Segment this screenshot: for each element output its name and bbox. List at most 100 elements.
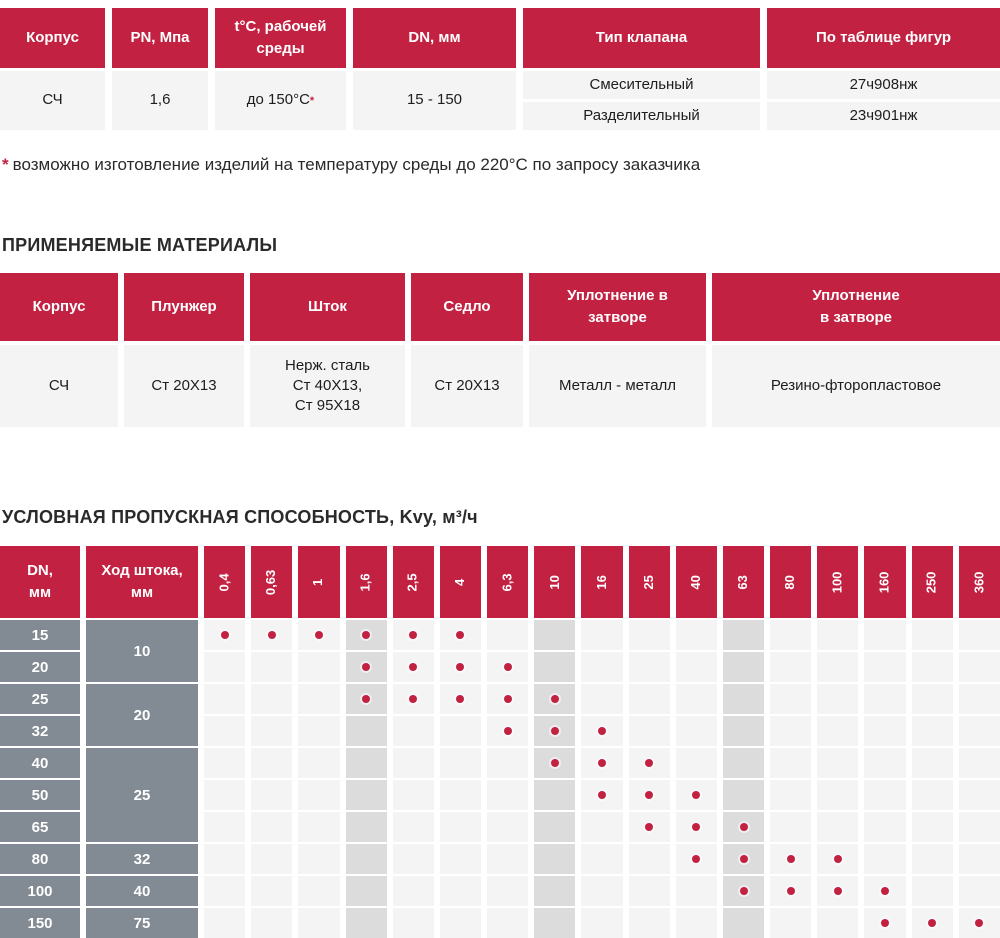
kv-cell — [204, 620, 246, 650]
kv-column-header: 25 — [628, 546, 670, 618]
kv-column-header: 1 — [298, 546, 340, 618]
kv-stroke-cell: 75 — [86, 908, 198, 938]
figure-number-diverting: 23ч901нж — [767, 102, 1000, 130]
kv-header-dn: DN, мм — [0, 546, 80, 618]
kv-cell — [911, 684, 953, 714]
kv-cell — [675, 652, 717, 682]
kv-available-dot — [833, 887, 842, 895]
kv-cell — [487, 780, 529, 810]
kv-cell — [439, 844, 482, 874]
kv-stroke-cell: 20 — [86, 684, 198, 746]
kv-cell — [534, 876, 576, 906]
kv-cell — [439, 812, 482, 842]
kv-cell — [722, 876, 765, 906]
kv-cell — [534, 716, 576, 746]
kv-cell — [817, 844, 859, 874]
kv-cell — [864, 652, 906, 682]
spec-header-dn: DN, мм — [353, 8, 516, 68]
kv-cell — [345, 844, 387, 874]
kv-cell — [770, 876, 812, 906]
kv-cell — [958, 652, 1000, 682]
kv-dn-cell: 50 — [0, 780, 80, 810]
kv-available-dot — [409, 695, 418, 703]
kv-cell — [911, 876, 953, 906]
kv-cell — [534, 844, 576, 874]
kv-cell — [204, 812, 246, 842]
kv-cell — [345, 748, 387, 778]
valve-type-mixing: Смесительный — [523, 71, 760, 99]
kv-available-dot — [597, 727, 606, 735]
kv-cell — [345, 684, 387, 714]
kv-available-dot — [503, 727, 512, 735]
kv-cell — [722, 844, 765, 874]
kv-header-stroke: Ход штока, мм — [86, 546, 198, 618]
kv-column-label: 100 — [829, 571, 845, 593]
kv-cell — [251, 908, 293, 938]
kv-available-dot — [409, 631, 418, 639]
kv-cell — [722, 716, 765, 746]
kv-cell — [534, 908, 576, 938]
kv-cell — [675, 812, 717, 842]
spec-temp-value: до 150°С * — [215, 71, 346, 130]
kv-cell — [204, 652, 246, 682]
kv-cell — [251, 652, 293, 682]
kv-cell — [439, 780, 482, 810]
kv-column-label: 6,3 — [499, 572, 515, 592]
spec-dn-value: 15 - 150 — [353, 71, 516, 130]
kv-cell — [817, 876, 859, 906]
kv-available-dot — [739, 887, 748, 895]
kv-cell — [298, 908, 340, 938]
kv-cell — [817, 748, 859, 778]
kv-cell — [204, 844, 246, 874]
kv-available-dot — [597, 759, 606, 767]
kv-cell — [581, 716, 623, 746]
kv-cell — [392, 844, 434, 874]
kv-cell — [911, 812, 953, 842]
kv-available-dot — [833, 855, 842, 863]
kv-cell — [817, 684, 859, 714]
kv-available-dot — [597, 791, 606, 799]
materials-table: Корпус Плунжер Шток Седло Уплотнение в з… — [0, 273, 1000, 427]
kv-cell — [487, 876, 529, 906]
spec-header-pn: PN, Мпа — [112, 8, 208, 68]
kv-cell — [722, 652, 765, 682]
materials-seal-1-value: Металл - металл — [529, 345, 706, 427]
kv-cell — [675, 876, 717, 906]
kv-cell — [298, 844, 340, 874]
kv-cell — [911, 908, 953, 938]
kv-available-dot — [739, 823, 748, 831]
kv-column-header: 2,5 — [392, 546, 434, 618]
kv-cell — [392, 684, 434, 714]
kv-column-header: 0,4 — [204, 546, 246, 618]
kv-available-dot — [220, 631, 229, 639]
kv-cell — [487, 652, 529, 682]
kv-cell — [770, 780, 812, 810]
kv-available-dot — [881, 887, 890, 895]
temp-text: до 150°С — [246, 91, 310, 109]
spec-body-value: СЧ — [0, 71, 105, 130]
kv-cell — [298, 876, 340, 906]
kv-column-header: 100 — [817, 546, 859, 618]
kv-column-header: 80 — [770, 546, 812, 618]
materials-heading: ПРИМЕНЯЕМЫЕ МАТЕРИАЛЫ — [2, 235, 278, 255]
kv-cell — [722, 812, 765, 842]
kv-dn-cell: 80 — [0, 844, 80, 874]
kv-table: DN, мм Ход штока, мм 0,4 0,63 1 1,6 2,5 4 6,3 10 1… — [0, 546, 1000, 938]
kv-cell — [439, 684, 482, 714]
kv-cell — [581, 812, 623, 842]
kv-available-dot — [786, 887, 795, 895]
kv-cell — [487, 812, 529, 842]
kv-column-label: 0,4 — [216, 572, 232, 592]
kv-cell — [628, 684, 670, 714]
kv-cell — [817, 812, 859, 842]
kv-cell — [911, 780, 953, 810]
kv-cell — [817, 652, 859, 682]
kv-cell — [439, 716, 482, 746]
kv-cell — [958, 620, 1000, 650]
kv-cell — [298, 716, 340, 746]
kv-cell — [204, 876, 246, 906]
kv-available-dot — [645, 791, 654, 799]
kv-stroke-cell: 32 — [86, 844, 198, 874]
kv-available-dot — [503, 663, 512, 671]
